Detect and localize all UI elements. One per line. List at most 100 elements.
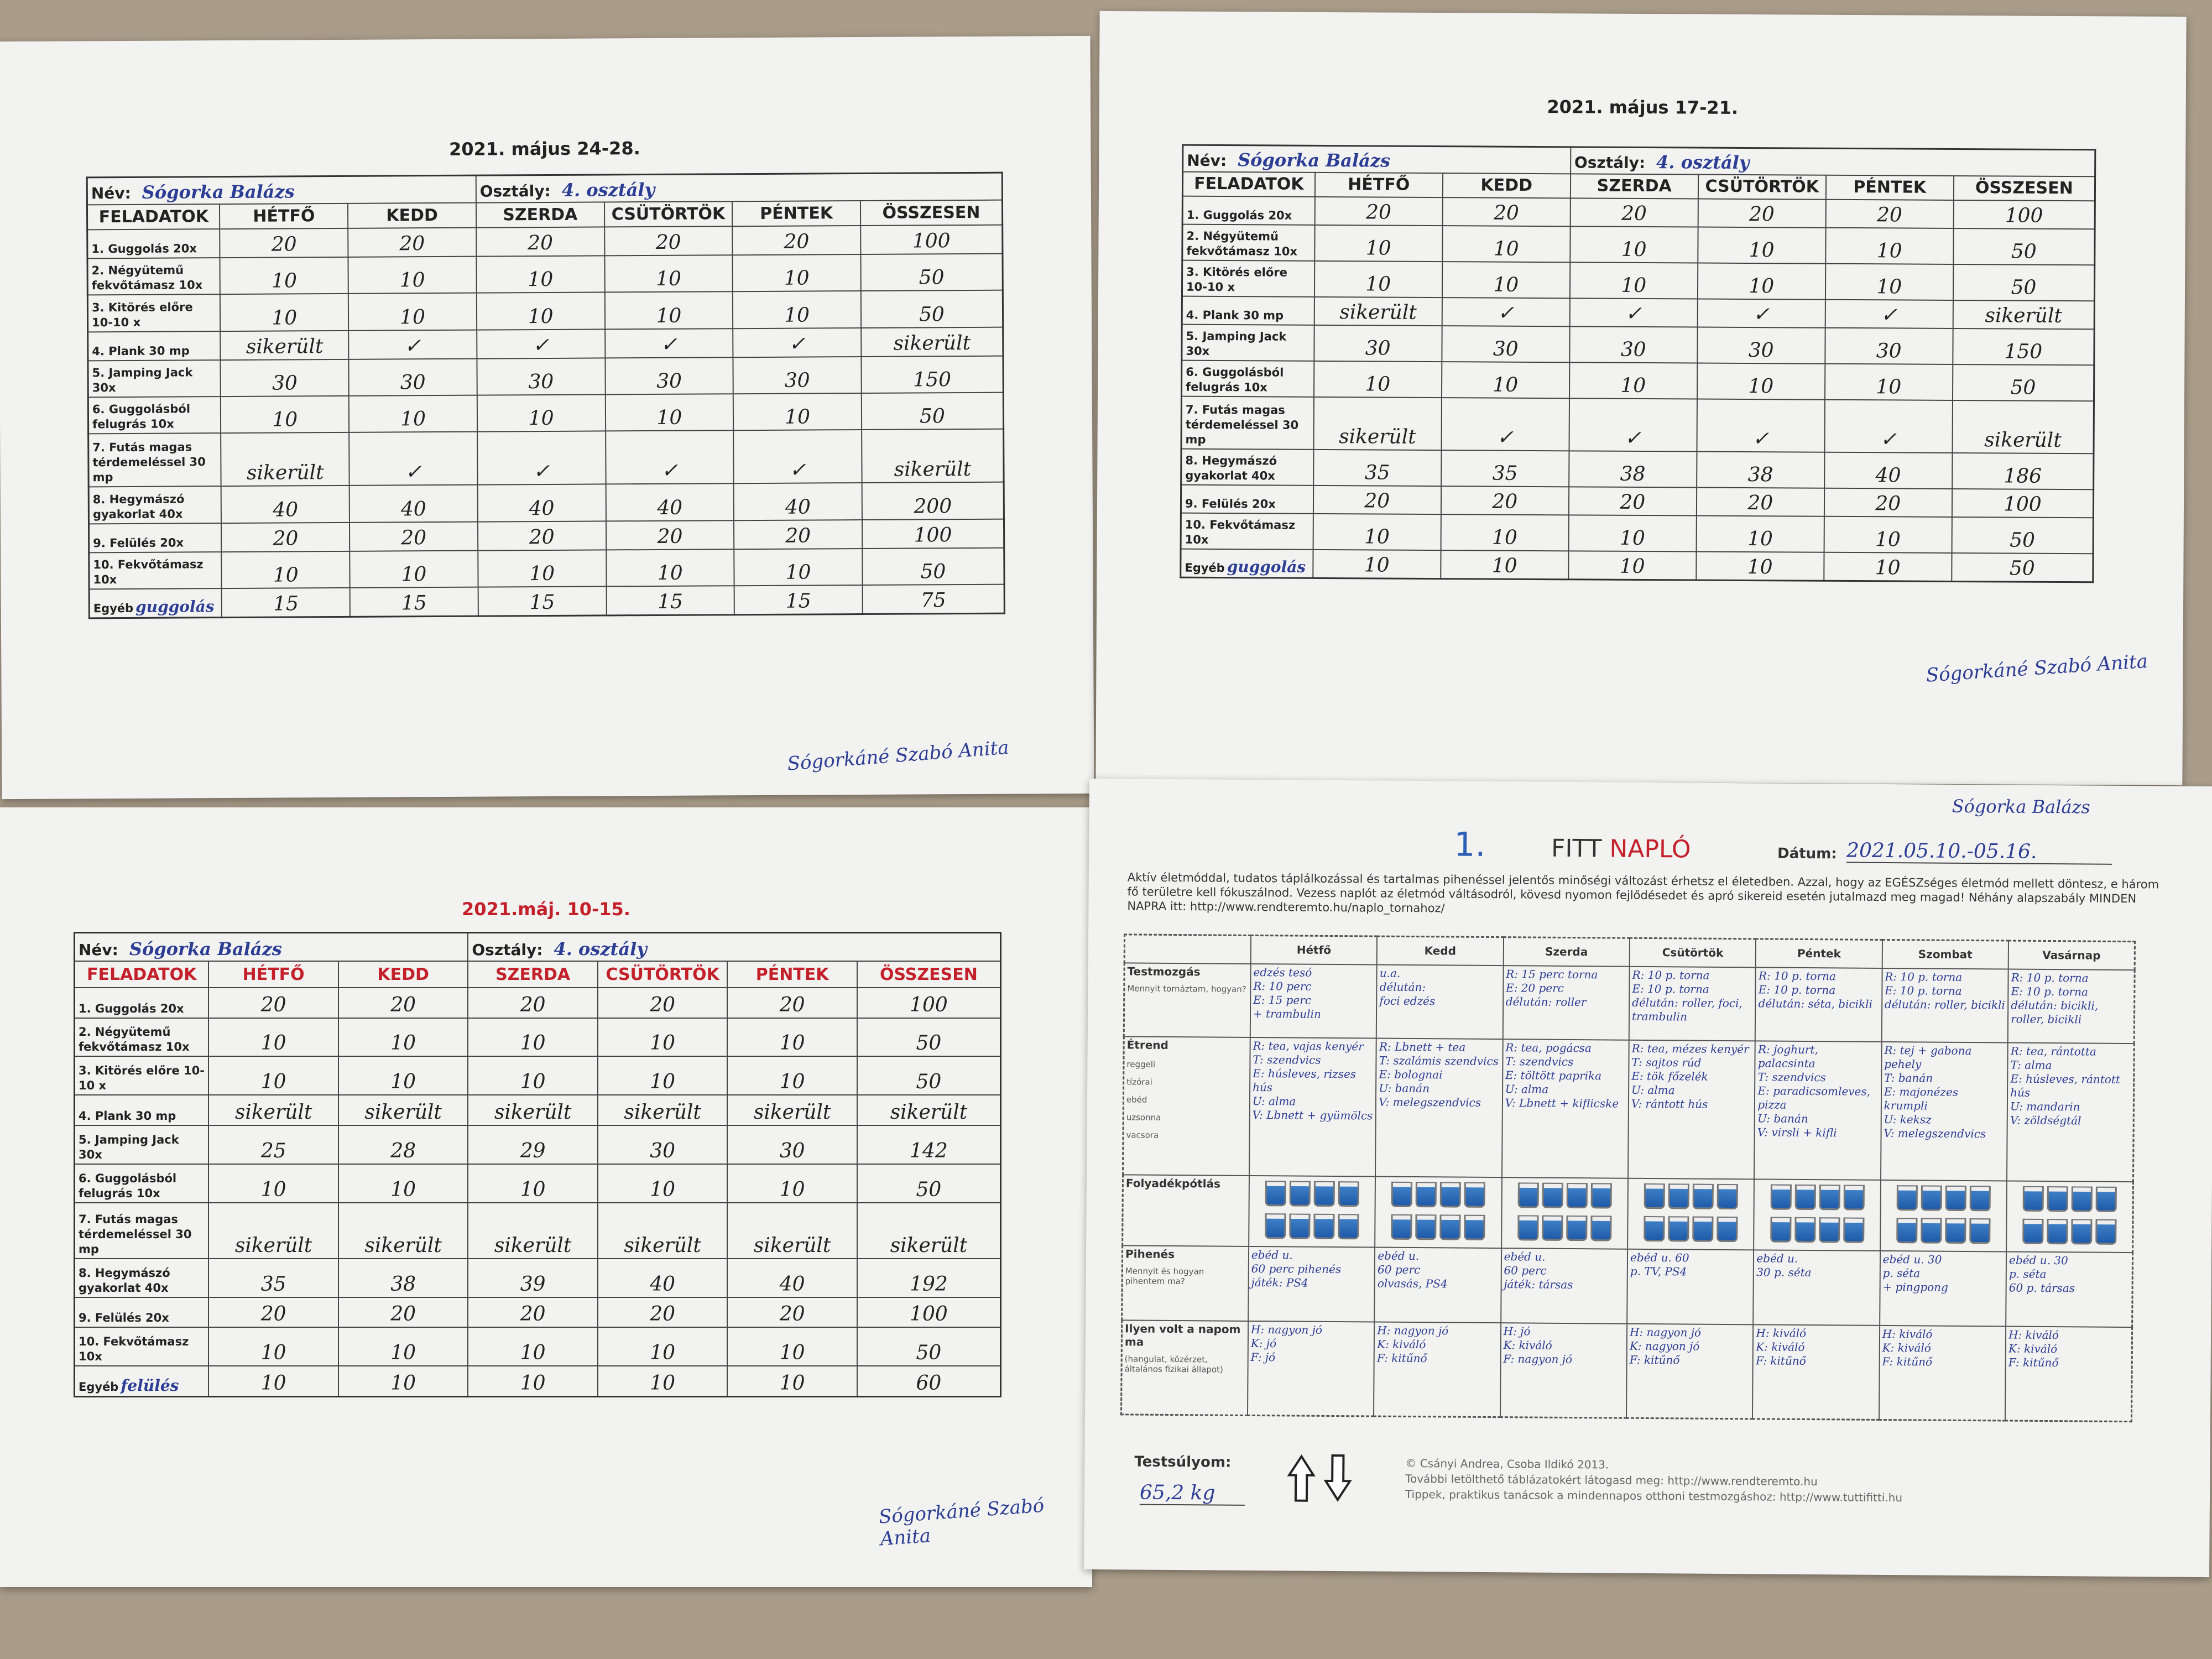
credit-line: További letölthető táblázatokért látogas… <box>1405 1472 1818 1489</box>
result-cell: 20 <box>221 522 350 552</box>
result-cell: 10 <box>727 1327 858 1367</box>
task-cell: 1. Guggolás 20x <box>74 987 210 1019</box>
sheet-title: FITT NAPLÓ <box>1551 834 1691 864</box>
result-cell: 10 <box>1568 551 1697 581</box>
class-name: 4. osztály <box>1656 151 1750 173</box>
exercise-row: 10. Fekvőtámasz 10x 10 10 10 10 10 50 <box>88 547 1005 589</box>
task-cell: 9. Felülés 20x <box>1181 484 1313 514</box>
task-cell: 4. Plank 30 mp <box>1182 296 1314 326</box>
result-cell: ✓ <box>1825 300 1953 329</box>
task-name: Egyéb <box>79 1380 119 1394</box>
task-name: 3. Kitörés előre 10-10 x <box>1186 265 1287 294</box>
result-cell: 20 <box>606 520 734 550</box>
result-cell: 20 <box>727 987 858 1019</box>
exercise-row: 8. Hegymászó gyakorlat 40x 40 40 40 40 40 200 <box>88 482 1004 524</box>
name-label: Név: <box>91 184 131 202</box>
day-header: Vasárnap <box>2008 941 2135 970</box>
result-cell: 20 <box>1824 488 1952 517</box>
result-cell: 100 <box>860 225 1003 254</box>
result-cell: 15 <box>734 585 863 615</box>
glass-icon <box>1896 1217 1918 1243</box>
task-cell: 10. Fekvőtámasz 10x <box>74 1327 210 1367</box>
result-cell: sikerült <box>861 327 1003 357</box>
task-cell: 7. Futás magas térdemeléssel 30 mp <box>74 1202 210 1259</box>
exercise-row: 3. Kitörés előre 10-10 x 10 10 10 10 10 50 <box>87 290 1003 332</box>
result-cell: 20 <box>208 987 339 1019</box>
result-cell: 10 <box>727 1017 858 1057</box>
task-name: 3. Kitörés előre 10-10 x <box>91 300 193 329</box>
result-cell: 50 <box>1953 264 2095 301</box>
result-cell: sikerült <box>1314 297 1442 326</box>
glass-icon <box>1416 1181 1437 1207</box>
column-header: PÉNTEK <box>727 961 858 988</box>
mood-row: Ilyen volt a napom ma (hangulat, közérzet… <box>1121 1319 2132 1422</box>
arrow-icons <box>1287 1454 1352 1502</box>
task-cell: 8. Hegymászó gyakorlat 40x <box>74 1258 210 1298</box>
result-cell: 10 <box>727 1365 858 1397</box>
result-cell: 10 <box>467 1017 598 1057</box>
result-cell: 10 <box>348 293 477 331</box>
result-cell: 25 <box>208 1124 339 1165</box>
column-header: CSÜTÖRTÖK <box>604 201 733 227</box>
result-cell: 20 <box>477 521 606 551</box>
result-cell: 50 <box>856 1163 1001 1203</box>
diary-entry: ebéd u. 60 perc pihenés játék: PS4 <box>1248 1246 1375 1322</box>
exercise-row: 4. Plank 30 mp sikerült sikerült sikerült si… <box>74 1094 1001 1126</box>
fluid-cell <box>1627 1178 1755 1250</box>
glass-icon <box>1644 1215 1665 1241</box>
row-label: Pihenés Mennyit és hogyan pihentem ma? <box>1121 1245 1249 1321</box>
class-cell: Osztály: 4. osztály <box>467 932 1001 962</box>
diary-entry: H: nagyon jó K: kiváló F: kitűnő <box>1374 1322 1501 1417</box>
result-cell: 40 <box>477 484 606 522</box>
fluid-cell <box>1248 1175 1376 1248</box>
exercise-row: 4. Plank 30 mp sikerült ✓ ✓ ✓ ✓ sikerült <box>1182 296 2095 330</box>
result-cell: 10 <box>337 1163 469 1203</box>
diary-entry: ebéd u. 30 p. séta 60 p. társas <box>2006 1251 2133 1327</box>
diary-entry: H: nagyon jó K: nagyon jó F: kitűnő <box>1626 1323 1754 1419</box>
diary-entry: R: tea, vajas kenyér T: szendvics E: hús… <box>1249 1037 1377 1177</box>
result-cell: 50 <box>861 392 1004 430</box>
glass-icon <box>1692 1216 1714 1242</box>
row-title: Ilyen volt a napom ma <box>1124 1321 1241 1349</box>
result-cell: 35 <box>1441 450 1569 487</box>
result-cell: 50 <box>1952 552 2094 582</box>
result-cell: 10 <box>220 257 348 295</box>
result-cell: 10 <box>476 255 605 293</box>
paper-sheet: 2021. május 17-21. Név: Sógorka Balázs Oszt… <box>1095 11 2187 786</box>
result-cell: 50 <box>860 253 1003 291</box>
glass-icon <box>1668 1215 1689 1242</box>
task-name: 6. Guggolásból felugrás 10x <box>79 1171 177 1200</box>
task-cell: 5. Jamping Jack 30x <box>74 1124 210 1165</box>
result-cell: 30 <box>477 357 606 395</box>
task-cell: 6. Guggolásból felugrás 10x <box>74 1163 210 1203</box>
result-cell: ✓ <box>733 430 862 484</box>
result-cell: 40 <box>1824 452 1953 489</box>
result-cell: 10 <box>727 1163 858 1203</box>
result-cell: 10 <box>597 1163 728 1203</box>
result-cell: sikerült <box>221 432 349 487</box>
exercise-row: Egyéb guggolás 10 10 10 10 10 50 <box>1180 549 2094 582</box>
result-cell: 100 <box>862 519 1004 549</box>
result-cell: 10 <box>733 291 862 328</box>
paper-sheet: 2021. május 24-28. Név: Sógorka Balázs Oszt… <box>0 35 1094 800</box>
result-cell: 10 <box>1825 227 1954 265</box>
task-name: 10. Fekvőtámasz 10x <box>93 557 204 587</box>
result-cell: 20 <box>597 1296 728 1328</box>
diet-row: Étrend reggeli tízórai ebéd uzsonna vacsora R:… <box>1123 1036 2135 1182</box>
glass-icon <box>2022 1218 2044 1244</box>
result-cell: 60 <box>856 1365 1001 1397</box>
result-cell: 35 <box>208 1258 339 1298</box>
result-cell: 38 <box>337 1258 469 1298</box>
glass-icon <box>1717 1216 1738 1242</box>
result-cell: 20 <box>208 1296 339 1328</box>
glass-icon <box>2095 1219 2117 1245</box>
credit-line: © Csányi Andrea, Csoba Ildikó 2013. <box>1405 1456 1609 1472</box>
result-cell: 10 <box>1313 549 1441 579</box>
result-cell: sikerült <box>337 1094 469 1126</box>
result-cell: 10 <box>467 1365 598 1397</box>
glass-icon <box>1440 1181 1462 1208</box>
day-header: Szombat <box>1882 940 2009 969</box>
arrow-up <box>1287 1454 1316 1502</box>
result-cell: 40 <box>349 484 478 523</box>
row-title: Testmozgás <box>1127 964 1201 978</box>
